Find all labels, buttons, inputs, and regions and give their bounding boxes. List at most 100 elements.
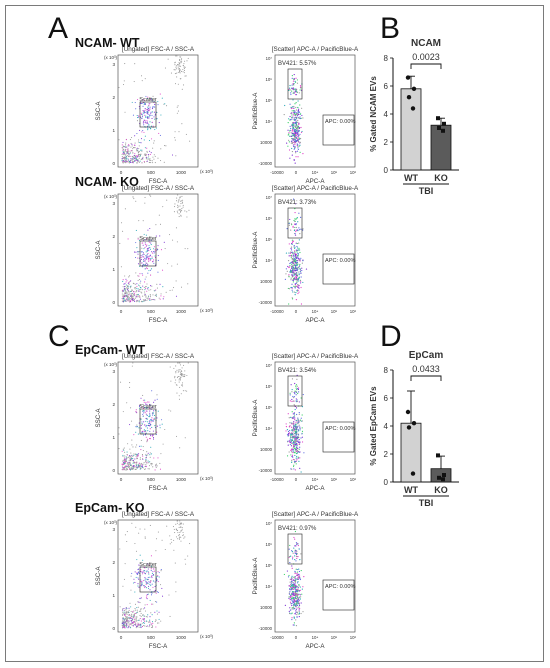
event-dot (294, 80, 296, 82)
event-dot (150, 152, 152, 154)
event-dot (298, 138, 301, 140)
event-dot (133, 154, 135, 157)
event-dot (124, 150, 126, 152)
event-dot (137, 116, 140, 118)
event-dot (150, 242, 152, 244)
event-dot (144, 268, 146, 270)
category-label: WT (404, 173, 418, 183)
event-dot (136, 150, 138, 152)
data-point (410, 471, 416, 476)
event-dot (179, 205, 181, 207)
event-dot (180, 62, 182, 64)
event-dot (182, 68, 184, 71)
event-dot (135, 272, 137, 274)
event-dot (133, 294, 135, 296)
event-dot (143, 99, 146, 101)
event-dot (159, 93, 161, 95)
event-dot (175, 68, 177, 70)
event-dot (127, 297, 129, 299)
event-dot (298, 110, 300, 112)
event-dot (160, 159, 162, 162)
event-dot (123, 297, 125, 300)
event-dot (142, 99, 144, 101)
event-dot (157, 101, 159, 103)
event-dot (179, 211, 182, 213)
event-dot (144, 257, 146, 259)
event-dot (126, 156, 128, 158)
event-dot (138, 115, 140, 117)
event-dot (153, 140, 155, 142)
event-dot (139, 160, 141, 162)
event-dot (145, 257, 147, 259)
event-dot (153, 142, 155, 144)
event-dot (297, 133, 299, 135)
event-dot (150, 128, 152, 130)
event-dot (150, 112, 152, 114)
event-dot (150, 268, 153, 270)
event-dot (125, 281, 127, 283)
event-dot (286, 142, 288, 144)
event-dot (142, 129, 144, 132)
event-dot (178, 209, 180, 211)
event-dot (293, 92, 295, 94)
event-dot (289, 103, 291, 105)
event-dot (144, 202, 146, 204)
event-dot (141, 116, 143, 118)
event-dot (133, 293, 135, 295)
event-dot (132, 152, 134, 154)
event-dot (125, 144, 127, 146)
data-point (406, 425, 412, 430)
event-dot (146, 253, 148, 255)
event-dot (292, 106, 294, 108)
event-dot (134, 157, 137, 159)
row-0-plots: [Ungated] FSC-A / SSC-A (x 10³) (x 10³) SSC… (95, 46, 359, 185)
event-dot (296, 126, 298, 128)
event-dot (151, 298, 153, 301)
event-dot (292, 129, 294, 131)
apc-gate (322, 114, 355, 146)
event-dot (299, 141, 301, 143)
event-dot (133, 283, 135, 285)
event-dot (182, 199, 184, 201)
event-dot (159, 298, 161, 300)
event-dot (136, 120, 139, 122)
event-dot (175, 65, 177, 67)
event-dot (137, 153, 139, 155)
event-dot (176, 263, 178, 265)
event-dot (149, 114, 151, 116)
event-dot (122, 162, 124, 164)
event-dot (183, 66, 185, 68)
event-dot (149, 194, 151, 196)
event-dot (138, 150, 140, 153)
event-dot (128, 161, 130, 163)
event-dot (148, 139, 151, 142)
event-dot (138, 220, 140, 222)
event-dot (297, 121, 299, 124)
event-dot (177, 194, 179, 196)
event-dot (123, 80, 125, 82)
event-dot (148, 110, 150, 112)
event-dot (132, 157, 134, 159)
event-dot (292, 114, 295, 116)
y-tick-label: 2 (112, 95, 115, 100)
event-dot (137, 99, 139, 101)
event-dot (176, 210, 178, 212)
event-dot (143, 259, 145, 261)
y-tick-label: 0 (384, 166, 389, 175)
event-dot (182, 201, 184, 203)
event-dot (141, 273, 143, 275)
event-dot (135, 148, 138, 150)
event-dot (146, 97, 148, 100)
event-dot (136, 288, 138, 290)
event-dot (289, 119, 291, 121)
event-dot (141, 158, 143, 160)
event-dot (177, 105, 179, 107)
event-dot (292, 87, 295, 89)
event-dot (287, 134, 289, 136)
event-dot (294, 113, 296, 115)
event-dot (292, 144, 295, 146)
event-dot (182, 204, 184, 206)
event-dot (149, 239, 151, 241)
event-dot (184, 66, 186, 68)
event-dot (121, 147, 123, 149)
